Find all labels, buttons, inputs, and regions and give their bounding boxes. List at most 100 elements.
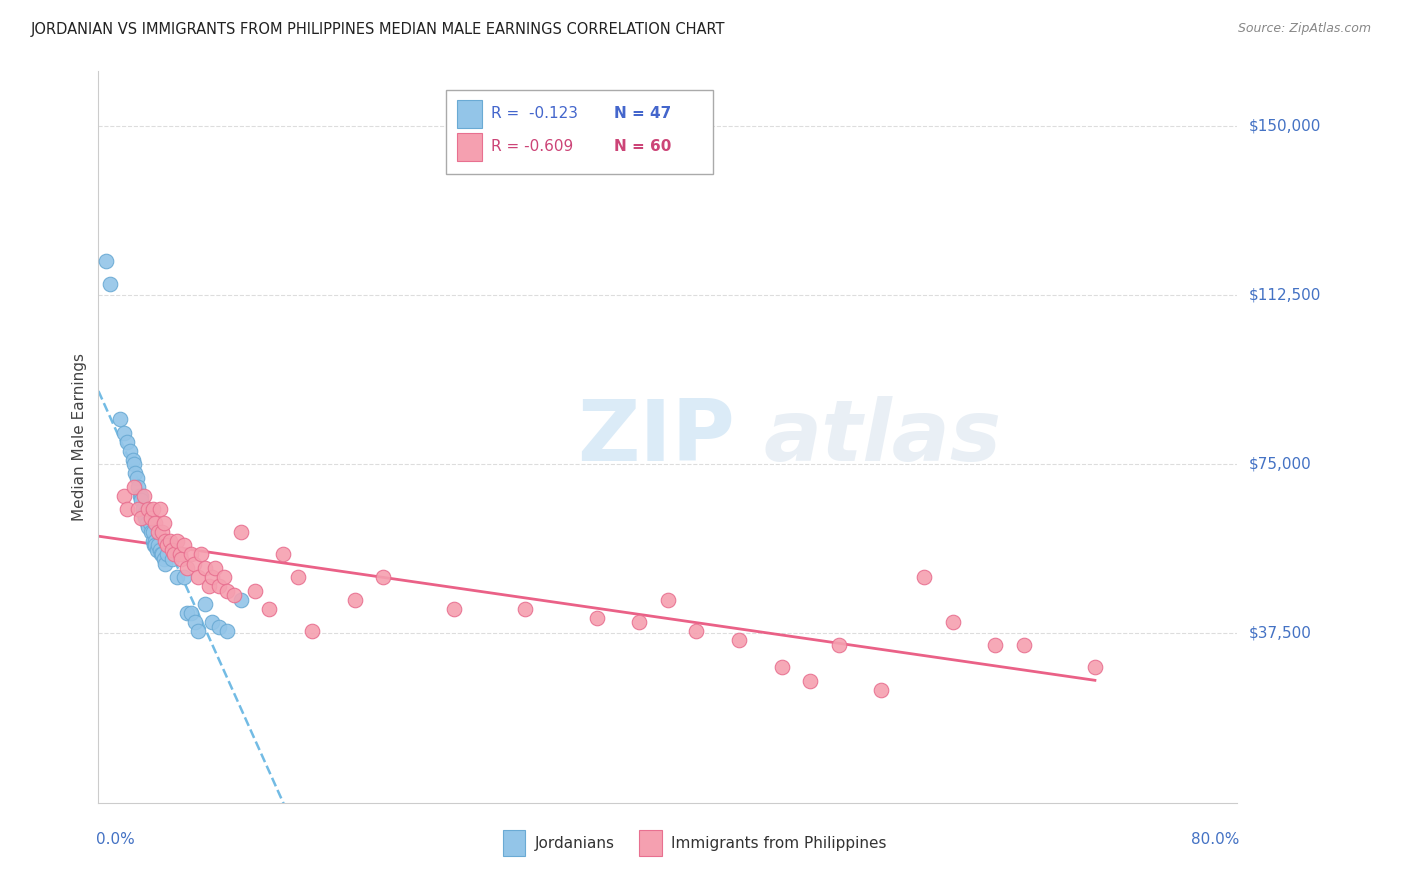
Point bbox=[142, 538, 165, 552]
Point bbox=[146, 543, 169, 558]
Point bbox=[166, 570, 188, 584]
Point bbox=[156, 548, 179, 562]
Point bbox=[204, 561, 226, 575]
Point bbox=[243, 583, 266, 598]
Point bbox=[628, 615, 651, 630]
Bar bbox=[503, 830, 526, 855]
Point bbox=[215, 624, 238, 639]
Point bbox=[187, 570, 209, 584]
Point bbox=[657, 592, 679, 607]
Point bbox=[201, 570, 224, 584]
Point bbox=[118, 443, 141, 458]
Point bbox=[287, 570, 309, 584]
Point bbox=[259, 601, 281, 615]
Point bbox=[141, 502, 163, 516]
Point bbox=[301, 624, 323, 639]
Point bbox=[131, 502, 153, 516]
Point bbox=[198, 579, 221, 593]
Point bbox=[108, 412, 131, 426]
Point bbox=[150, 548, 173, 562]
Point bbox=[122, 480, 145, 494]
Point bbox=[799, 673, 821, 688]
Point bbox=[115, 502, 138, 516]
Point bbox=[208, 620, 231, 634]
Point bbox=[170, 552, 193, 566]
Point bbox=[728, 633, 751, 648]
Point bbox=[222, 588, 245, 602]
Point bbox=[129, 493, 152, 508]
Text: Source: ZipAtlas.com: Source: ZipAtlas.com bbox=[1237, 22, 1371, 36]
Text: JORDANIAN VS IMMIGRANTS FROM PHILIPPINES MEDIAN MALE EARNINGS CORRELATION CHART: JORDANIAN VS IMMIGRANTS FROM PHILIPPINES… bbox=[31, 22, 725, 37]
Point bbox=[149, 502, 172, 516]
Point bbox=[141, 524, 163, 539]
Text: Immigrants from Philippines: Immigrants from Philippines bbox=[671, 836, 887, 851]
Point bbox=[273, 548, 295, 562]
Point bbox=[169, 548, 191, 562]
Point bbox=[176, 561, 198, 575]
Y-axis label: Median Male Earnings: Median Male Earnings bbox=[72, 353, 87, 521]
Point bbox=[180, 548, 202, 562]
Point bbox=[152, 524, 174, 539]
Point bbox=[149, 543, 172, 558]
Point bbox=[153, 552, 176, 566]
Point bbox=[373, 570, 395, 584]
Point bbox=[194, 597, 217, 611]
Point bbox=[183, 557, 205, 571]
Point bbox=[184, 615, 207, 630]
Point bbox=[215, 583, 238, 598]
Point bbox=[162, 552, 184, 566]
Point bbox=[912, 570, 935, 584]
Point bbox=[942, 615, 965, 630]
Point bbox=[1084, 660, 1107, 674]
Point bbox=[828, 638, 851, 652]
Point bbox=[127, 480, 149, 494]
Point bbox=[128, 489, 150, 503]
Text: Jordanians: Jordanians bbox=[534, 836, 614, 851]
Text: ZIP: ZIP bbox=[576, 395, 734, 479]
Point bbox=[163, 548, 186, 562]
Bar bbox=[640, 830, 662, 855]
Text: $75,000: $75,000 bbox=[1249, 457, 1312, 472]
Text: N = 47: N = 47 bbox=[614, 106, 672, 121]
Point bbox=[770, 660, 793, 674]
Point bbox=[187, 624, 209, 639]
Point bbox=[194, 561, 217, 575]
Point bbox=[166, 533, 188, 548]
Point bbox=[132, 507, 155, 521]
Text: R =  -0.123: R = -0.123 bbox=[491, 106, 578, 121]
Point bbox=[159, 533, 181, 548]
Point bbox=[129, 511, 152, 525]
Point bbox=[112, 425, 135, 440]
Point bbox=[94, 254, 117, 268]
Point bbox=[176, 606, 198, 620]
Point bbox=[145, 538, 167, 552]
Point bbox=[145, 533, 167, 548]
Text: R = -0.609: R = -0.609 bbox=[491, 139, 574, 154]
Point bbox=[156, 538, 179, 552]
FancyBboxPatch shape bbox=[446, 90, 713, 174]
Point bbox=[122, 457, 145, 471]
Point bbox=[148, 524, 170, 539]
Point bbox=[173, 538, 195, 552]
Point bbox=[112, 489, 135, 503]
Point bbox=[443, 601, 465, 615]
Point bbox=[141, 533, 163, 548]
Point bbox=[229, 592, 252, 607]
Text: $150,000: $150,000 bbox=[1249, 118, 1320, 133]
Point bbox=[173, 570, 195, 584]
Point bbox=[870, 682, 893, 697]
Point bbox=[180, 606, 202, 620]
Point bbox=[138, 516, 160, 530]
Point bbox=[1012, 638, 1035, 652]
Text: 0.0%: 0.0% bbox=[96, 832, 135, 847]
Point bbox=[585, 610, 607, 624]
Bar bbox=[457, 133, 482, 161]
Point bbox=[125, 471, 148, 485]
Point bbox=[212, 570, 235, 584]
Point bbox=[343, 592, 366, 607]
Point bbox=[984, 638, 1007, 652]
Point bbox=[155, 533, 177, 548]
Point bbox=[152, 548, 174, 562]
Point bbox=[190, 548, 212, 562]
Point bbox=[127, 502, 149, 516]
